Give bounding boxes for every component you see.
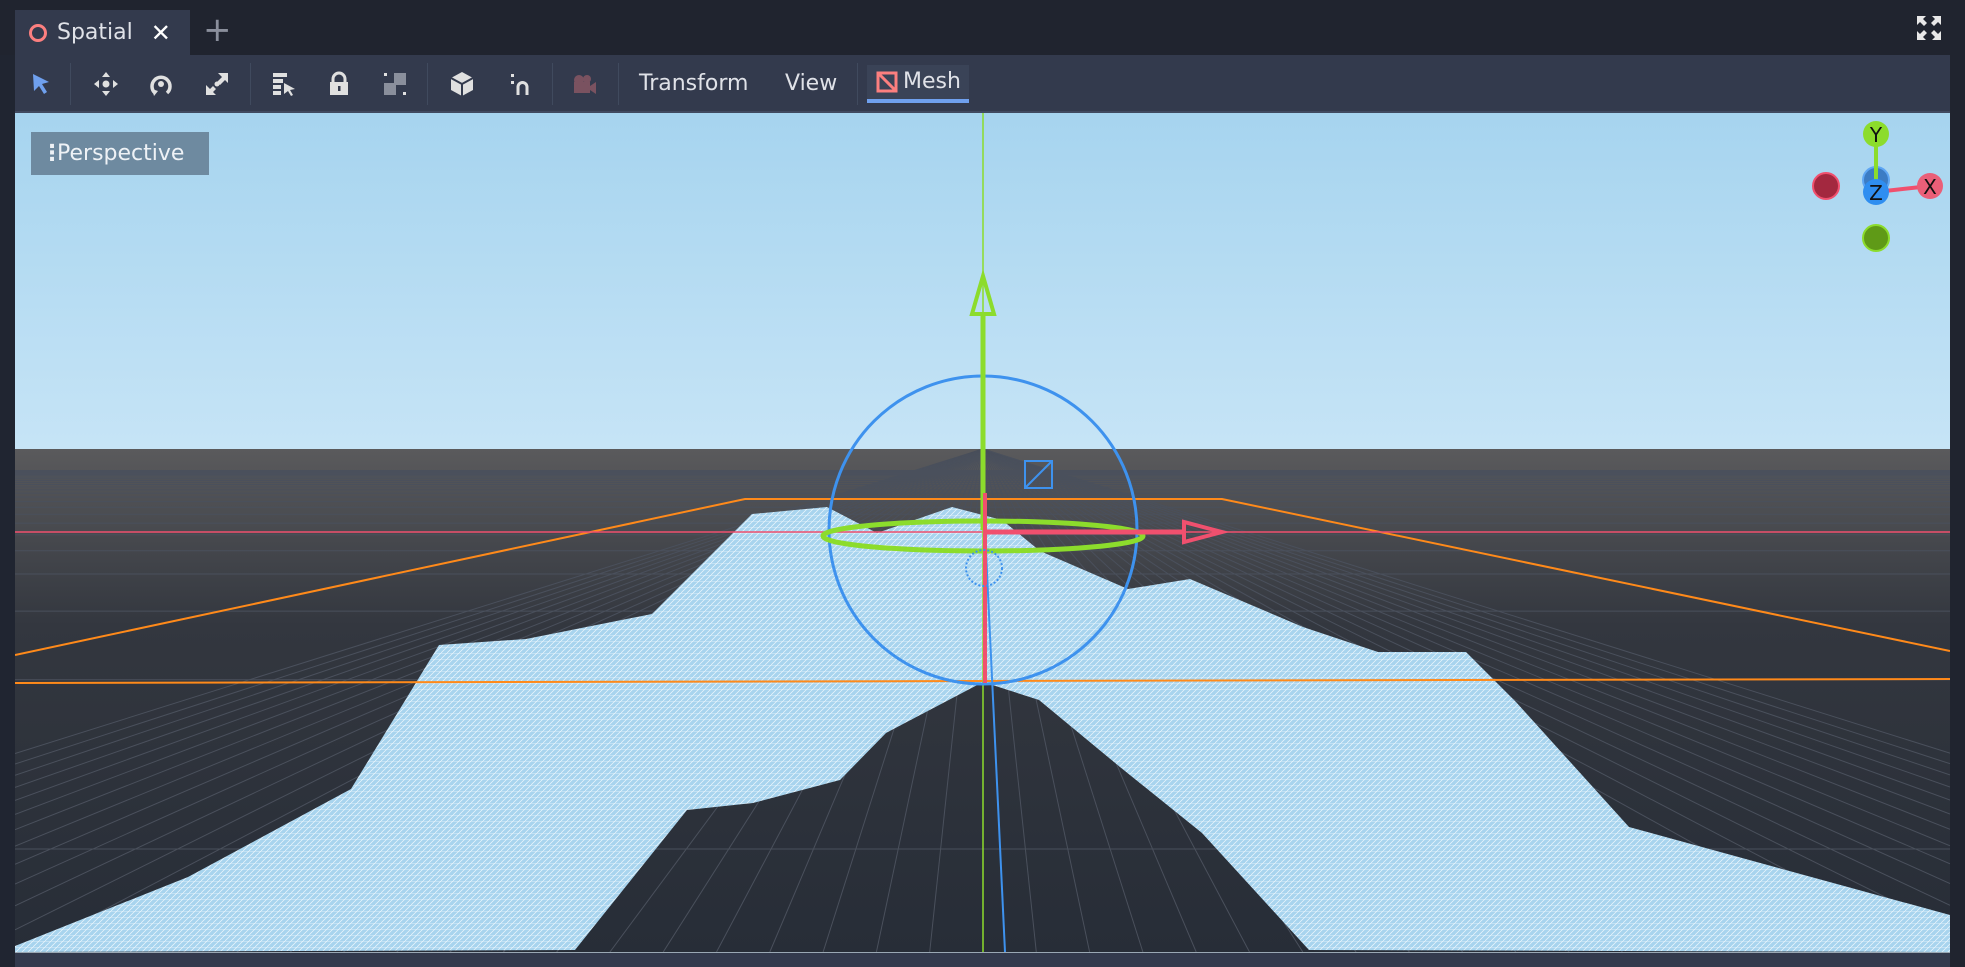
mesh-menu[interactable]: Mesh: [867, 65, 969, 103]
kebab-menu-icon: ⋮: [41, 141, 63, 166]
scale-icon[interactable]: [202, 67, 232, 101]
separator: [618, 63, 619, 105]
view-menu-label: Perspective: [57, 141, 185, 166]
list-select-icon[interactable]: [268, 67, 298, 101]
y-arrow-icon[interactable]: [969, 268, 997, 316]
move-icon[interactable]: [91, 67, 121, 101]
z-axis-line: [984, 529, 1006, 952]
rotate-icon[interactable]: [146, 67, 176, 101]
tab-spatial[interactable]: Spatial ✕: [15, 10, 190, 55]
group-icon[interactable]: [380, 67, 410, 101]
x-axis-label: X: [1923, 175, 1937, 199]
close-tab-icon[interactable]: ✕: [150, 18, 171, 47]
scene-tab-bar: Spatial ✕ +: [0, 0, 1965, 55]
mesh-instance-icon: [876, 71, 898, 93]
tab-label: Spatial: [57, 20, 133, 45]
lock-icon[interactable]: [324, 67, 354, 101]
grid-line: [15, 448, 984, 776]
separator: [427, 63, 428, 105]
x-axis-handle[interactable]: [1917, 173, 1943, 199]
add-tab-button[interactable]: +: [203, 10, 232, 50]
z-axis-handle[interactable]: [1863, 179, 1889, 205]
grid-line: [982, 448, 1950, 815]
separator: [857, 63, 858, 105]
panel-edge: [1950, 55, 1965, 967]
axis-orientation-gizmo[interactable]: X Y Z: [1805, 118, 1950, 258]
spatial-node-icon: [29, 23, 47, 42]
transform-gizmo[interactable]: [820, 268, 1230, 686]
selection-box-icon: [1024, 460, 1053, 489]
z-axis-label: Z: [1869, 181, 1883, 205]
view-menu-button[interactable]: ⋮ Perspective: [31, 132, 209, 175]
separator: [70, 63, 71, 105]
viewport-bottom-bar: [15, 952, 1950, 967]
camera-preview-icon[interactable]: [568, 67, 598, 101]
mesh-menu-label: Mesh: [903, 69, 961, 94]
spatial-editor-toolbar: Transform View Mesh: [15, 55, 1950, 113]
neg-x-axis-handle[interactable]: [1812, 172, 1840, 200]
view-menu[interactable]: View: [785, 71, 838, 96]
transform-menu[interactable]: Transform: [639, 71, 749, 96]
fullscreen-icon[interactable]: [1915, 14, 1943, 42]
separator: [250, 63, 251, 105]
y-axis-label: Y: [1869, 123, 1883, 147]
neg-y-axis-handle[interactable]: [1862, 224, 1890, 252]
snap-icon[interactable]: [504, 67, 534, 101]
grid-line: [982, 448, 1950, 776]
separator: [552, 63, 553, 105]
grid-line: [15, 448, 984, 788]
move-z-arrow-icon[interactable]: [965, 549, 1003, 587]
grid-line: [982, 448, 1950, 847]
selection-box-icon-diagonal: [1024, 460, 1053, 489]
grid-line: [982, 448, 1950, 788]
local-coords-icon[interactable]: [447, 67, 477, 101]
viewport-scene[interactable]: [15, 113, 1950, 952]
terrain-mesh: [15, 507, 1950, 952]
y-axis-handle[interactable]: [1863, 121, 1889, 147]
select-icon[interactable]: [25, 67, 55, 101]
x-arrow-icon[interactable]: [1182, 519, 1230, 545]
3d-viewport[interactable]: ⋮ Perspective X Y Z: [15, 113, 1950, 952]
grid-line: [982, 448, 1950, 830]
